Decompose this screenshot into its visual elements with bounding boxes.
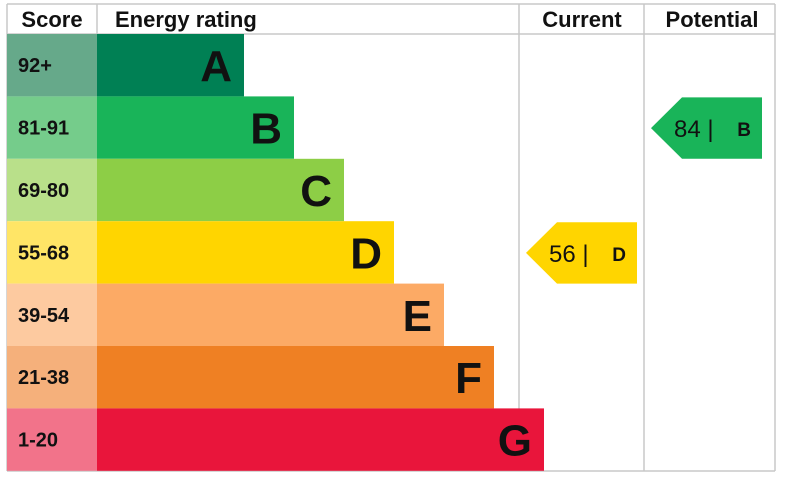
current-rating-arrow-value: 56 | [549, 241, 589, 268]
rating-bar [97, 34, 244, 97]
score-range: 21-38 [18, 367, 69, 389]
score-cell [7, 346, 97, 409]
band-a: 92+ A [7, 34, 244, 97]
band-e: 39-54 E [7, 283, 444, 346]
header-current: Current [542, 7, 622, 32]
current-rating-arrow-shape [526, 222, 637, 284]
rating-letter: B [250, 105, 282, 154]
rating-letter: E [403, 292, 432, 341]
score-cell [7, 96, 97, 159]
score-range: 39-54 [18, 305, 70, 327]
score-cell [7, 34, 97, 97]
rating-letter: C [300, 167, 332, 216]
rating-bar [97, 158, 344, 222]
band-f: 21-38 F [7, 346, 494, 409]
rating-bar [97, 283, 444, 346]
score-range: 69-80 [18, 180, 69, 202]
potential-rating-arrow-value: 84 | [674, 116, 714, 143]
band-g: 1-20 G [7, 408, 544, 471]
header-potential: Potential [666, 7, 759, 32]
rating-letter: F [455, 354, 482, 403]
header-score: Score [21, 7, 82, 32]
rating-letter: A [200, 42, 232, 91]
score-cell [7, 158, 97, 222]
score-cell [7, 221, 97, 284]
rating-bar [97, 96, 294, 159]
band-b: 81-91 B [7, 96, 294, 159]
rating-bar [97, 221, 394, 284]
score-range: 1-20 [18, 430, 58, 452]
band-c: 69-80 C [7, 158, 344, 222]
rating-letter: G [498, 417, 532, 466]
rating-letter: D [350, 229, 382, 278]
current-rating-arrow: 56 | D [526, 222, 637, 284]
header-energy-rating: Energy rating [115, 7, 257, 32]
score-range: 81-91 [18, 118, 69, 140]
rating-bar [97, 408, 544, 471]
score-cell [7, 283, 97, 346]
potential-rating-arrow-letter: B [737, 120, 751, 141]
score-range: 55-68 [18, 242, 69, 264]
band-d: 55-68 D [7, 221, 394, 284]
current-rating-arrow-letter: D [612, 245, 626, 266]
potential-rating-arrow-shape [651, 97, 762, 159]
potential-rating-arrow: 84 | B [651, 97, 762, 159]
rating-bar [97, 346, 494, 409]
score-cell [7, 408, 97, 471]
score-range: 92+ [18, 55, 52, 77]
